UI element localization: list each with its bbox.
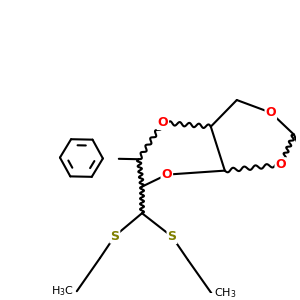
Text: S: S (110, 230, 119, 242)
Text: O: O (266, 106, 276, 119)
Text: O: O (161, 168, 172, 181)
Text: S: S (167, 230, 176, 243)
Text: CH$_3$: CH$_3$ (214, 286, 237, 300)
Text: H$_3$C: H$_3$C (51, 284, 74, 298)
Text: O: O (158, 116, 168, 129)
Text: O: O (275, 158, 286, 171)
